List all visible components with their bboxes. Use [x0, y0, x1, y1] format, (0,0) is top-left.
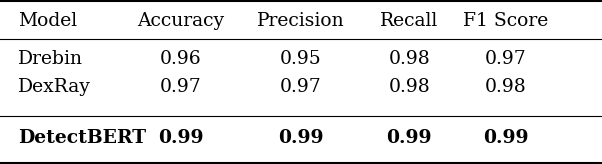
Text: 0.97: 0.97 [280, 78, 322, 96]
Text: 0.99: 0.99 [386, 129, 432, 147]
Text: 0.99: 0.99 [483, 129, 529, 147]
Text: 0.95: 0.95 [280, 50, 322, 68]
Text: 0.98: 0.98 [485, 78, 527, 96]
Text: 0.99: 0.99 [158, 129, 203, 147]
Text: 0.97: 0.97 [160, 78, 202, 96]
Text: Recall: Recall [380, 12, 438, 30]
Text: Accuracy: Accuracy [137, 12, 224, 30]
Text: Drebin: Drebin [18, 50, 83, 68]
Text: 0.96: 0.96 [160, 50, 202, 68]
Text: 0.97: 0.97 [485, 50, 527, 68]
Text: DexRay: DexRay [18, 78, 91, 96]
Text: Precision: Precision [257, 12, 345, 30]
Text: 0.98: 0.98 [388, 50, 430, 68]
Text: DetectBERT: DetectBERT [18, 129, 146, 147]
Text: Model: Model [18, 12, 77, 30]
Text: F1 Score: F1 Score [463, 12, 548, 30]
Text: 0.99: 0.99 [278, 129, 324, 147]
Text: 0.98: 0.98 [388, 78, 430, 96]
